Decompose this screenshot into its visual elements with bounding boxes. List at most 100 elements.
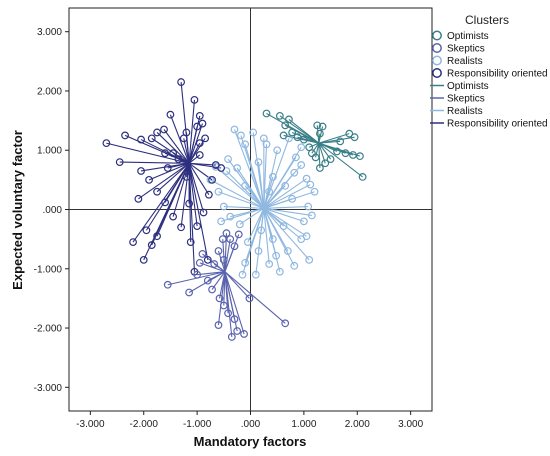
- data-point: [235, 220, 244, 229]
- data-point: [224, 309, 232, 318]
- data-point: [208, 175, 216, 184]
- data-point: [214, 321, 223, 329]
- spoke-line: [217, 271, 226, 326]
- y-axis-ticks: 3.000 2.000 1.000 .000 -1.000 -2.000 -3.000: [34, 27, 69, 394]
- spoke-line: [189, 162, 222, 169]
- x-axis-ticks: -3.000 -2.000 -1.000 .000 1.000 2.000 3.000: [76, 411, 424, 430]
- data-point: [288, 128, 297, 137]
- spoke-line: [163, 129, 190, 164]
- x-tick-label: 2.000: [345, 419, 370, 430]
- data-point: [201, 134, 210, 143]
- data-point: [169, 149, 177, 158]
- spoke-line: [233, 129, 265, 209]
- data-point: [215, 294, 224, 303]
- spoke-line: [188, 162, 210, 195]
- data-point: [265, 187, 274, 196]
- spoke-line: [223, 259, 226, 272]
- data-point: [358, 173, 367, 181]
- data-point: [233, 327, 242, 335]
- spoke-line: [244, 144, 265, 209]
- data-point: [145, 175, 153, 184]
- spoke-line: [188, 99, 195, 164]
- data-point: [336, 137, 345, 146]
- x-tick-label: -3.000: [76, 419, 105, 430]
- data-point: [174, 155, 183, 164]
- spoke-line: [224, 271, 233, 337]
- data-point: [234, 230, 243, 239]
- data-point: [226, 235, 235, 244]
- data-point: [230, 125, 239, 134]
- data-point: [241, 258, 250, 267]
- data-point: [163, 280, 172, 289]
- y-tick-label: 1.000: [37, 146, 62, 157]
- spoke-line: [303, 139, 319, 144]
- data-point: [281, 121, 290, 130]
- data-point: [290, 168, 299, 177]
- data-point: [315, 164, 324, 172]
- data-point: [275, 111, 284, 120]
- data-point: [153, 232, 161, 241]
- spoke-line: [188, 126, 198, 164]
- spoke-line: [188, 163, 209, 260]
- data-point: [326, 155, 335, 164]
- y-tick-label: 2.000: [37, 86, 62, 97]
- data-point: [269, 235, 277, 244]
- data-point: [254, 158, 263, 166]
- data-point: [227, 333, 236, 341]
- legend-label: Realists: [447, 56, 483, 67]
- spoke-line: [223, 205, 264, 209]
- data-point: [288, 194, 297, 203]
- spoke-line: [263, 207, 305, 222]
- data-point: [177, 78, 186, 86]
- x-tick-label: -2.000: [130, 419, 159, 430]
- spoke-line: [224, 234, 240, 272]
- data-point: [249, 128, 258, 137]
- spoke-line: [172, 163, 190, 217]
- spoke-line: [188, 163, 198, 227]
- data-point: [169, 212, 177, 221]
- data-point: [251, 270, 260, 279]
- data-point: [129, 238, 137, 246]
- data-point: [333, 147, 341, 156]
- data-point: [310, 187, 319, 196]
- data-point: [166, 110, 175, 119]
- data-point: [137, 167, 145, 175]
- y-tick-label: -1.000: [34, 264, 63, 275]
- spoke-line: [318, 142, 363, 178]
- data-point: [186, 238, 195, 246]
- spoke-line: [164, 152, 190, 164]
- data-point: [297, 143, 306, 152]
- data-point: [137, 135, 145, 144]
- data-point: [217, 164, 226, 172]
- x-axis-title: Mandatory factors: [194, 434, 307, 449]
- spoke-line: [224, 271, 245, 335]
- data-point: [195, 111, 204, 120]
- data-point: [265, 260, 274, 268]
- x-tick-label: .000: [241, 419, 261, 430]
- data-point: [291, 153, 300, 162]
- spoke-line: [315, 143, 320, 158]
- legend-marker: [432, 68, 442, 78]
- data-point: [275, 267, 284, 276]
- spoke-line: [156, 132, 190, 164]
- spoke-line: [143, 163, 190, 261]
- spoke-line: [156, 162, 190, 193]
- data-point: [226, 212, 235, 221]
- data-point: [161, 149, 169, 158]
- data-point: [161, 198, 169, 207]
- spoke-line: [263, 172, 295, 209]
- data-point: [198, 250, 207, 258]
- y-axis-title: Expected voluntary factor: [10, 130, 25, 290]
- spoke-line: [309, 142, 320, 148]
- data-point: [203, 255, 212, 264]
- spoke-line: [247, 208, 265, 243]
- data-point: [273, 146, 282, 155]
- data-point: [311, 153, 320, 162]
- legend-marker: [432, 43, 442, 53]
- points-optimists: [262, 109, 367, 181]
- spoke-line: [263, 207, 307, 237]
- spoke-line: [224, 271, 250, 299]
- legend-marker: [432, 30, 442, 41]
- data-point: [279, 222, 288, 230]
- data-point: [208, 285, 216, 294]
